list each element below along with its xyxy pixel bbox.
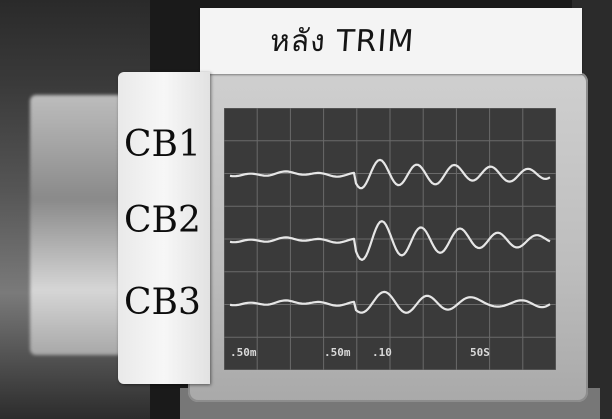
screen-grid	[224, 108, 556, 370]
trace-cb2	[229, 220, 551, 261]
readout-timebase: 50S	[470, 346, 490, 359]
oscilloscope-screen: .50m .50m .10 50S	[224, 108, 556, 370]
channel-label-cb3: CB3	[124, 282, 201, 323]
channel-label-strip	[118, 72, 210, 384]
channel-label-cb2: CB2	[124, 200, 201, 241]
readout-ch3-scale: .10	[372, 346, 392, 359]
readout-ch2-scale: .50m	[324, 346, 351, 359]
screen-graphic	[224, 108, 556, 370]
readout-ch1-scale: .50m	[230, 346, 257, 359]
trace-cb1	[229, 158, 551, 190]
title-label-card	[200, 8, 582, 74]
title-label: หลัง TRIM	[268, 24, 416, 59]
channel-label-cb1: CB1	[124, 124, 201, 165]
trace-cb3	[229, 290, 551, 314]
background-device	[30, 95, 125, 355]
